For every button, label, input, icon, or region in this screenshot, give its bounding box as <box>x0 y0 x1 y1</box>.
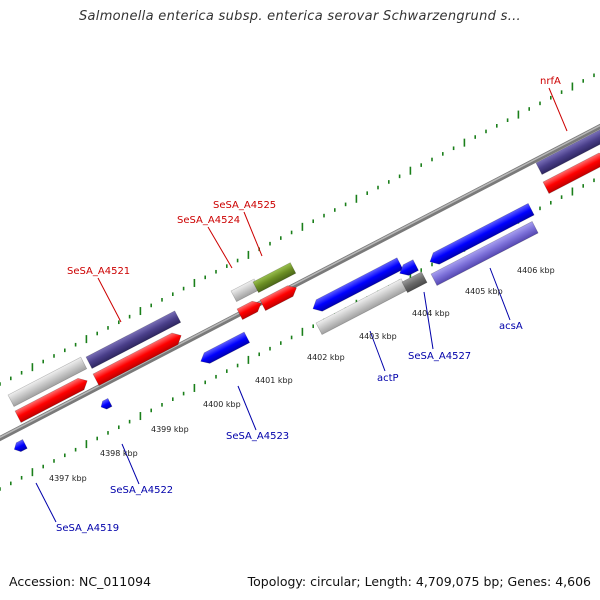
cds-minus-block[interactable] <box>99 397 113 411</box>
genome-backbone-highlight <box>0 124 600 439</box>
label-SeSA_A4519[interactable]: SeSA_A4519 <box>56 523 119 534</box>
label-connector-line <box>548 87 568 132</box>
label-connector-line <box>243 211 263 257</box>
label-nrfA[interactable]: nrfA <box>540 76 561 87</box>
label-SeSA_A4527[interactable]: SeSA_A4527 <box>408 351 471 362</box>
gene-block-lavender[interactable] <box>430 221 539 286</box>
tick-label: 4402 kbp <box>307 353 345 362</box>
label-connector-line <box>121 443 140 485</box>
tick-label: 4404 kbp <box>412 309 450 318</box>
cds-plus-block[interactable] <box>92 330 184 386</box>
gene-block[interactable] <box>7 356 88 407</box>
cds-minus-block[interactable] <box>427 203 535 267</box>
genome-stats-label: Topology: circular; Length: 4,709,075 bp… <box>247 574 591 589</box>
cds-plus-block[interactable] <box>236 298 264 321</box>
label-SeSA_A4521[interactable]: SeSA_A4521 <box>67 266 130 277</box>
map-title: Salmonella enterica subsp. enterica sero… <box>78 9 521 24</box>
tick-label: 4397 kbp <box>49 474 87 483</box>
cds-minus-block[interactable] <box>198 331 251 367</box>
tick-label: 4403 kbp <box>359 332 397 341</box>
genome-backbone <box>0 123 600 442</box>
cds-minus-block[interactable] <box>310 257 404 315</box>
gene-block-dark[interactable] <box>85 310 182 369</box>
label-connectors <box>35 87 568 523</box>
label-actP[interactable]: actP <box>377 373 399 384</box>
label-connector-line <box>489 267 511 321</box>
label-connector-line <box>369 330 386 372</box>
cds-plus-block[interactable] <box>542 150 600 194</box>
cds-minus-block[interactable] <box>12 439 28 453</box>
accession-label: Accession: NC_011094 <box>9 574 152 589</box>
tick-label: 4401 kbp <box>255 376 293 385</box>
cds-plus-block[interactable] <box>259 282 299 312</box>
tick-row-upper <box>0 73 595 386</box>
gene-block-dark[interactable] <box>535 125 600 175</box>
feature-track <box>7 125 600 453</box>
label-connector-line <box>97 277 122 323</box>
rna-block[interactable] <box>252 262 297 294</box>
tick-label: 4399 kbp <box>151 425 189 434</box>
label-connector-line <box>35 482 57 523</box>
tick-label: 4406 kbp <box>517 266 555 275</box>
tick-label: 4400 kbp <box>203 400 241 409</box>
label-SeSA_A4523[interactable]: SeSA_A4523 <box>226 431 289 442</box>
label-SeSA_A4524[interactable]: SeSA_A4524 <box>177 215 240 226</box>
label-acsA[interactable]: acsA <box>499 321 523 332</box>
cds-minus-block[interactable] <box>397 259 419 279</box>
label-connector-line <box>237 385 257 431</box>
label-SeSA_A4522[interactable]: SeSA_A4522 <box>110 485 173 496</box>
label-connector-line <box>423 291 434 350</box>
cds-plus-block[interactable] <box>14 375 90 423</box>
tick-label: 4405 kbp <box>465 287 503 296</box>
label-connector-line <box>207 226 233 269</box>
label-SeSA_A4525[interactable]: SeSA_A4525 <box>213 200 276 211</box>
tick-label: 4398 kbp <box>100 449 138 458</box>
gene-block-darkgray[interactable] <box>401 271 428 294</box>
